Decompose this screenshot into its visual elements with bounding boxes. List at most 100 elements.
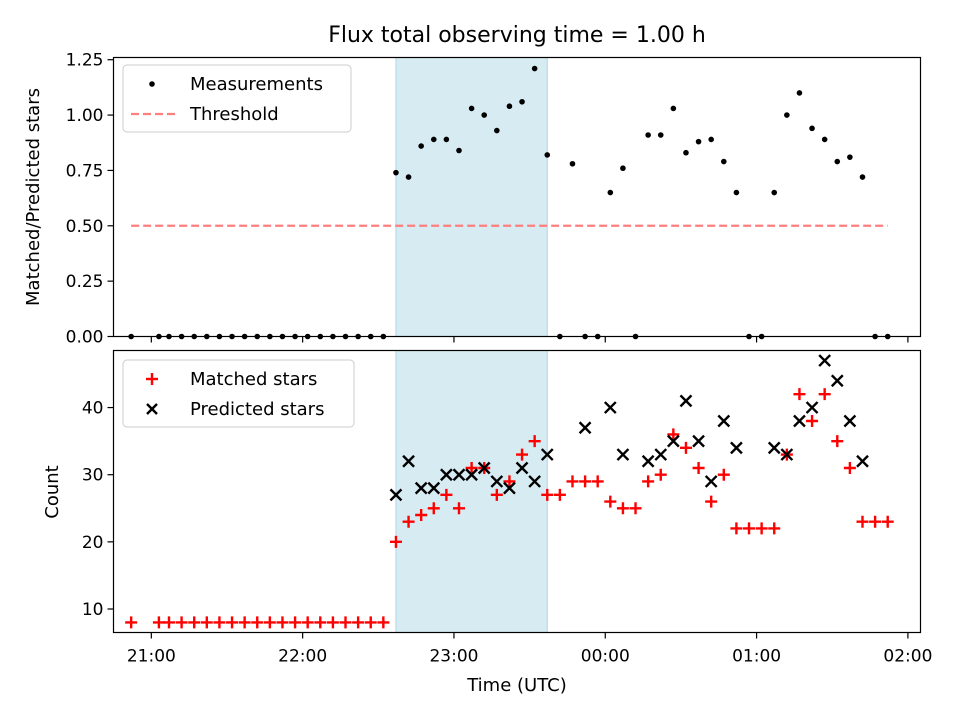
x-tick-label: 23:00 — [429, 647, 478, 667]
predicted-stars-point — [641, 454, 655, 468]
predicted-stars-point — [402, 454, 415, 468]
measurements-point — [834, 158, 841, 165]
matched-stars-point — [806, 415, 819, 427]
matched-stars-point — [869, 515, 882, 528]
predicted-stars-point — [780, 448, 794, 461]
predicted-stars-point — [692, 434, 705, 448]
matched-stars-point — [743, 522, 756, 535]
matched-stars-point — [793, 388, 806, 401]
matched-stars-point — [301, 616, 314, 629]
measurements-point — [443, 136, 450, 143]
matched-stars-point — [427, 502, 440, 515]
matched-stars-point — [654, 468, 667, 481]
measurements-point — [847, 154, 853, 160]
y-tick-label: 0.50 — [66, 217, 104, 237]
matched-stars-point — [591, 475, 604, 488]
bottom-panel-x-axis: 21:00 22:00 23:00 00:00 01:00 02:00 — [127, 632, 932, 667]
bottom-panel-shaded-span — [395, 350, 548, 633]
measurements-point — [468, 105, 475, 112]
matched-stars-point — [314, 616, 327, 629]
matched-stars-point — [125, 616, 138, 629]
y-tick-label: 10 — [82, 600, 104, 620]
matched-stars-point — [541, 488, 554, 501]
y-tick-label: 1.25 — [66, 51, 104, 71]
matched-stars-point — [440, 488, 453, 501]
measurements-point — [418, 143, 424, 149]
shaded-observing-window — [395, 350, 548, 633]
measurements-point — [720, 158, 727, 165]
predicted-stars-point — [389, 488, 403, 502]
matched-stars-point — [213, 616, 226, 629]
measurements-point — [393, 169, 399, 176]
predicted-stars-point — [578, 421, 592, 435]
legend-label-threshold: Threshold — [189, 104, 279, 125]
y-tick-label: 1.00 — [66, 106, 104, 126]
matched-stars-point — [251, 616, 264, 629]
matched-stars-point — [629, 502, 642, 515]
bottom-panel-marks — [125, 354, 894, 629]
matched-stars-point — [516, 448, 529, 461]
top-panel-legend: Measurements Threshold — [122, 64, 352, 133]
measurements-point — [607, 189, 614, 196]
x-tick-label: 01:00 — [732, 647, 781, 667]
chart-title: Flux total observing time = 1.00 h — [328, 23, 706, 48]
measurements-point — [620, 165, 626, 172]
legend-marker-matched-stars — [146, 373, 158, 385]
measurements-point — [430, 136, 437, 143]
predicted-stars-point — [793, 414, 806, 428]
predicted-stars-point — [704, 475, 718, 488]
y-tick-label: 40 — [82, 399, 104, 419]
matched-stars-point — [339, 616, 352, 629]
top-panel-shaded-span — [395, 57, 548, 337]
matched-stars-point — [843, 462, 856, 474]
bottom-panel-y-label: Count — [42, 465, 63, 518]
matched-stars-point — [175, 616, 188, 629]
measurements-point — [405, 174, 412, 180]
top-panel-frame — [112, 56, 922, 338]
measurements-point — [733, 189, 740, 196]
top-panel-y-label: Matched/Predicted stars — [23, 88, 44, 306]
matched-stars-point — [642, 475, 655, 488]
x-tick-label: 00:00 — [581, 647, 630, 667]
matched-stars-point — [856, 515, 869, 528]
predicted-stars-point — [515, 461, 529, 475]
predicted-stars-point — [477, 461, 491, 475]
x-axis-label: Time (UTC) — [466, 675, 567, 696]
legend-label-predicted-stars: Predicted stars — [190, 399, 324, 420]
y-tick-label: 20 — [82, 533, 104, 553]
y-tick-label: 0.75 — [66, 161, 104, 181]
matched-stars-point — [263, 616, 276, 629]
matched-stars-point — [768, 522, 781, 535]
matched-stars-point — [881, 515, 894, 528]
measurements-point — [519, 98, 525, 105]
matched-stars-point — [553, 488, 566, 501]
matched-stars-point — [566, 475, 579, 488]
bottom-panel-legend: Matched stars Predicted stars — [122, 359, 355, 428]
measurements-point — [683, 149, 689, 156]
matched-stars-point — [692, 462, 705, 474]
measurements-point — [494, 127, 500, 134]
predicted-stars-point — [805, 401, 819, 414]
matched-stars-point — [452, 502, 465, 515]
predicted-stars-point — [679, 394, 693, 408]
matched-stars-point — [755, 522, 768, 535]
matched-stars-point — [276, 616, 289, 629]
matched-stars-point — [679, 441, 692, 454]
legend-label-measurements: Measurements — [190, 74, 323, 95]
matched-stars-point — [465, 462, 478, 474]
matched-stars-point — [377, 616, 390, 629]
predicted-stars-point — [667, 434, 680, 448]
matched-stars-point — [490, 488, 503, 501]
legend-marker-measurements — [149, 81, 155, 87]
shaded-observing-window — [395, 57, 548, 337]
y-tick-label: 0.00 — [66, 328, 104, 348]
matched-stars-point — [831, 435, 844, 448]
measurements-point — [544, 152, 551, 158]
matched-stars-point — [528, 435, 541, 448]
matched-stars-point — [200, 616, 213, 629]
predicted-stars-point — [767, 441, 781, 455]
y-tick-label: 0.25 — [66, 272, 104, 292]
matched-stars-point — [238, 616, 251, 629]
predicted-stars-point — [717, 414, 731, 428]
